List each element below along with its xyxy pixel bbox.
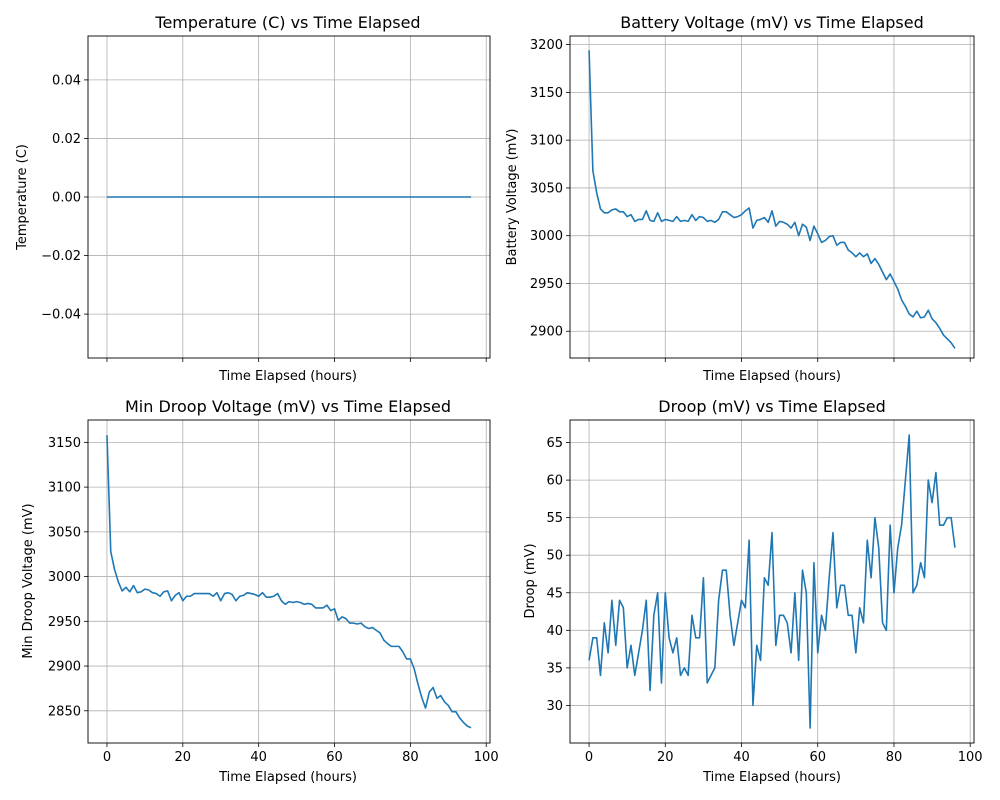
series-line bbox=[588, 50, 956, 349]
y-axis-label: Battery Voltage (mV) bbox=[505, 129, 520, 266]
y-axis-label: Min Droop Voltage (mV) bbox=[21, 503, 36, 658]
subplot-battery-voltage: Battery Voltage (mV) vs Time Elapsed 290… bbox=[505, 13, 975, 384]
plot-area bbox=[569, 35, 975, 359]
axes-frame bbox=[87, 419, 491, 744]
y-tick-label: 60 bbox=[546, 474, 563, 489]
subplot-temperature: Temperature (C) vs Time Elapsed −0.04−0.… bbox=[15, 13, 491, 384]
y-tick-label: 2950 bbox=[48, 615, 81, 630]
x-tick-label: 100 bbox=[474, 750, 499, 765]
subplot-droop: Droop (mV) vs Time Elapsed 0 20 40 60 80 100 3… bbox=[523, 397, 983, 785]
y-tick-label: 3000 bbox=[48, 570, 81, 585]
x-axis-label: Time Elapsed (hours) bbox=[218, 369, 357, 384]
y-tick-label: −0.02 bbox=[41, 249, 81, 264]
axes-frame bbox=[569, 419, 975, 744]
x-tick-label: 0 bbox=[585, 750, 593, 765]
x-tick-label: 40 bbox=[250, 750, 267, 765]
y-tick-label: −0.04 bbox=[41, 308, 81, 323]
plot-area bbox=[87, 419, 491, 744]
plot-area bbox=[569, 419, 975, 744]
y-axis-label: Temperature (C) bbox=[15, 144, 30, 251]
y-tick-label: 3050 bbox=[48, 525, 81, 540]
y-tick-label: 3200 bbox=[530, 38, 563, 53]
x-tick-label: 60 bbox=[809, 750, 826, 765]
x-tick-label: 100 bbox=[958, 750, 983, 765]
axes-frame bbox=[87, 35, 491, 359]
x-tick-label: 40 bbox=[733, 750, 750, 765]
series-line bbox=[106, 435, 472, 729]
x-tick-label: 80 bbox=[402, 750, 419, 765]
y-tick-label: 40 bbox=[546, 624, 563, 639]
x-axis-label: Time Elapsed (hours) bbox=[218, 770, 357, 785]
subplot-title: Min Droop Voltage (mV) vs Time Elapsed bbox=[125, 397, 451, 416]
y-axis-label: Droop (mV) bbox=[523, 543, 538, 618]
y-tick-label: 3100 bbox=[48, 481, 81, 496]
y-tick-label: 65 bbox=[546, 436, 563, 451]
series-line bbox=[588, 434, 956, 729]
subplot-title: Battery Voltage (mV) vs Time Elapsed bbox=[620, 13, 924, 32]
y-tick-label: 0.00 bbox=[52, 191, 81, 206]
tick-layer: −0.04 −0.02 0.00 0.02 0.04 bbox=[41, 73, 487, 362]
x-axis-label: Time Elapsed (hours) bbox=[702, 369, 841, 384]
y-tick-label: 3050 bbox=[530, 181, 563, 196]
y-tick-label: 2900 bbox=[48, 660, 81, 675]
tick-layer: 0 20 40 60 80 100 30 35 40 45 50 55 60 65 bbox=[546, 436, 982, 765]
y-tick-label: 2900 bbox=[530, 325, 563, 340]
y-tick-label: 0.02 bbox=[52, 132, 81, 147]
subplot-title: Temperature (C) vs Time Elapsed bbox=[154, 13, 420, 32]
y-tick-label: 35 bbox=[546, 661, 563, 676]
y-tick-label: 3100 bbox=[530, 134, 563, 149]
y-tick-label: 3150 bbox=[530, 86, 563, 101]
axes-frame bbox=[569, 35, 975, 359]
plot-area bbox=[87, 35, 491, 359]
y-tick-label: 3150 bbox=[48, 436, 81, 451]
x-tick-label: 20 bbox=[175, 750, 192, 765]
subplot-min-droop-voltage: Min Droop Voltage (mV) vs Time Elapsed 0… bbox=[21, 397, 499, 785]
x-axis-label: Time Elapsed (hours) bbox=[702, 770, 841, 785]
y-tick-label: 2850 bbox=[48, 704, 81, 719]
y-tick-label: 55 bbox=[546, 511, 563, 526]
y-tick-label: 45 bbox=[546, 586, 563, 601]
x-tick-label: 60 bbox=[326, 750, 343, 765]
tick-layer: 2900 2950 3000 3050 3100 3150 3200 bbox=[530, 38, 971, 362]
x-tick-label: 20 bbox=[657, 750, 674, 765]
tick-layer: 0 20 40 60 80 100 2850 2900 2950 3000 3050 3100 3150 bbox=[48, 436, 499, 765]
x-tick-label: 80 bbox=[886, 750, 903, 765]
y-tick-label: 50 bbox=[546, 549, 563, 564]
subplot-title: Droop (mV) vs Time Elapsed bbox=[658, 397, 885, 416]
x-tick-label: 0 bbox=[103, 750, 111, 765]
y-tick-label: 3000 bbox=[530, 229, 563, 244]
y-tick-label: 2950 bbox=[530, 277, 563, 292]
y-tick-label: 30 bbox=[546, 699, 563, 714]
y-tick-label: 0.04 bbox=[52, 73, 81, 88]
